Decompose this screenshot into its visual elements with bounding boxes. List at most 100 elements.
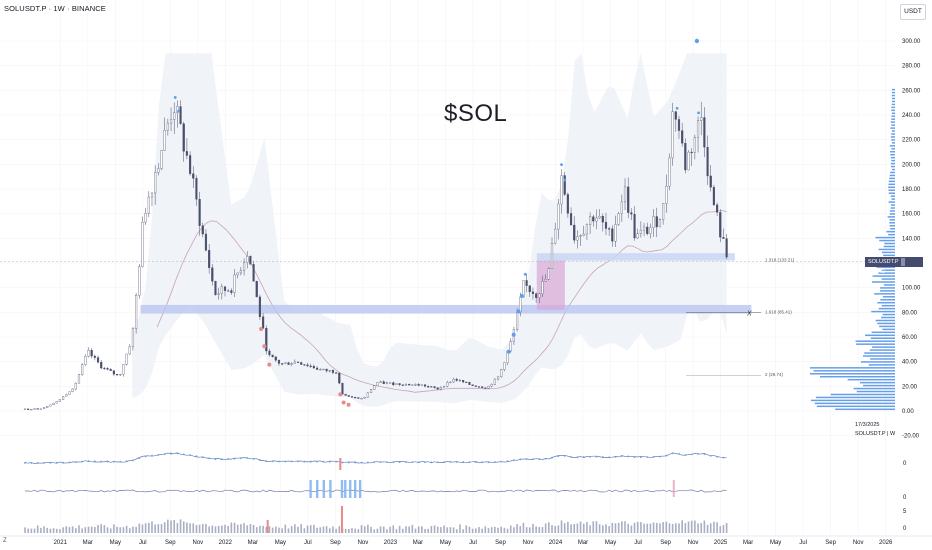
volume-profile-bar	[888, 180, 895, 183]
candle-body	[239, 270, 242, 274]
volume-bar	[290, 526, 293, 533]
volume-bar	[309, 525, 312, 533]
x-tick-label: Nov	[192, 540, 203, 546]
volume-bar	[436, 526, 439, 533]
volume-bar	[487, 528, 490, 533]
candle-body	[360, 398, 363, 400]
candle-body	[709, 175, 712, 188]
candle-body	[471, 384, 474, 386]
volume-profile-bar	[877, 322, 895, 325]
candle-body	[627, 186, 630, 213]
oscillator-dot	[347, 461, 350, 464]
zone-lower	[140, 304, 752, 314]
x-tick-label: Nov	[523, 540, 534, 546]
volume-bar	[27, 528, 29, 533]
volume-profile-bar	[890, 153, 895, 156]
y-tick-label: -20.00	[902, 434, 920, 440]
volume-bar	[236, 524, 239, 533]
volume-bar	[116, 526, 118, 533]
volume-profile-bar	[890, 171, 895, 174]
candle-body	[700, 117, 703, 121]
pane-tick-label: 5	[903, 509, 907, 515]
candle-body	[439, 387, 442, 390]
volume-bar	[40, 527, 42, 533]
zone-labels: 1.318 (133.21) 1.618 (85.41) X 2 (29.74)	[686, 258, 795, 377]
x-tick-label: Nov	[358, 540, 369, 546]
volume-bar	[401, 528, 404, 533]
candle-body	[46, 406, 49, 408]
bottom-signal-dot	[259, 326, 264, 331]
volume-bar	[186, 522, 188, 533]
candle-body	[455, 378, 458, 381]
oscillator-dot	[316, 460, 318, 463]
volume-profile-bar	[856, 343, 895, 345]
top-signal-dot	[177, 109, 180, 113]
candle-body	[103, 367, 106, 370]
candle-body	[449, 381, 452, 383]
candle-body	[325, 368, 328, 372]
candle-body	[58, 399, 61, 402]
volume-bar	[382, 526, 385, 533]
candle-body	[392, 382, 395, 386]
candle-body	[585, 224, 589, 235]
volume-bar	[503, 527, 506, 533]
candle-body	[566, 194, 569, 214]
volume-profile-bar	[864, 352, 895, 354]
volume-bar	[195, 525, 198, 533]
volume-bar	[259, 525, 261, 533]
oscillator-dot	[157, 453, 160, 456]
volume-profile-bar	[888, 233, 895, 236]
volume-bar	[452, 527, 455, 533]
volume-profile-bar	[888, 192, 895, 194]
volume-bar	[481, 528, 483, 533]
oscillator-dot	[506, 460, 509, 462]
last-price-tag: SOLUSDT.P 121.42	[865, 257, 923, 275]
candle-body	[198, 199, 201, 226]
volume-bar	[189, 523, 191, 533]
candle-body	[608, 228, 611, 230]
oscillator-dot	[290, 460, 293, 463]
volume-profile-bar	[891, 97, 895, 100]
oscillator-dot	[538, 458, 541, 460]
oscillator-dot	[189, 454, 191, 457]
candle-body	[271, 354, 274, 357]
candle-body	[68, 391, 71, 395]
volume-bar	[668, 523, 671, 533]
candle-body	[655, 216, 658, 228]
oscillator-panels	[24, 452, 727, 498]
zone-upper	[536, 253, 735, 261]
price-tag-symbol: SOLUSDT.P	[868, 259, 899, 265]
volume-bar	[509, 525, 512, 533]
volume-profile-bar	[880, 290, 895, 292]
volume-profile-bar	[863, 384, 895, 387]
volume-bar	[671, 523, 674, 533]
volume-bar	[611, 522, 614, 533]
symbol-title[interactable]: SOLUSDT.P · 1W · BINANCE	[4, 4, 106, 13]
volume-bar	[633, 522, 636, 533]
volume-bar	[179, 519, 182, 533]
candle-body	[569, 213, 573, 226]
volume-bar	[122, 527, 125, 533]
volume-profile-bar	[888, 201, 895, 203]
oscillator-dot	[360, 461, 363, 464]
volume-bar	[151, 521, 153, 533]
volume-bar	[624, 521, 626, 533]
candle-body	[516, 311, 519, 330]
volume-bar	[354, 528, 356, 533]
volume-profile-bar	[878, 307, 895, 310]
oscillator-dot	[208, 457, 211, 460]
volume-bar	[659, 523, 661, 533]
oscillator-dot	[119, 460, 122, 463]
volume-bar	[630, 525, 633, 533]
zone-marker: X	[746, 311, 752, 318]
y-tick-label: 180.00	[902, 187, 921, 193]
currency-selector[interactable]: USDT	[900, 4, 926, 20]
oscillator-dot	[462, 461, 465, 463]
volume-bar	[198, 524, 201, 533]
volume-bar	[405, 526, 407, 533]
candle-body	[687, 151, 690, 171]
volume-bar	[55, 528, 58, 533]
volume-bar	[113, 524, 115, 533]
volume-bar	[455, 529, 458, 533]
